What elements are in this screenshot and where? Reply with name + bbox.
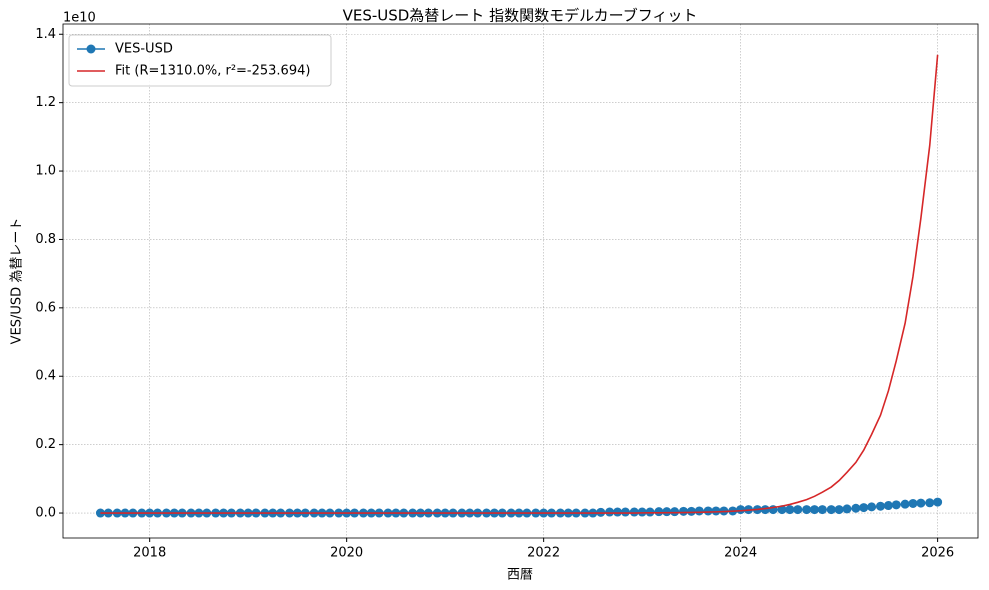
x-tick-label: 2022 [527,546,560,561]
legend-box [68,34,332,87]
legend-marker [86,44,96,54]
legend-label: Fit (R=1310.0%, r²=-253.694) [115,64,310,79]
data-point [851,503,861,513]
data-point [711,506,721,516]
data-point [826,505,836,515]
y-tick-label: 0.4 [35,369,56,384]
x-axis-label: 西暦 [507,568,533,583]
x-tick-label: 2024 [724,546,757,561]
y-tick-label: 1.2 [35,95,56,110]
series-line [100,54,939,514]
data-point [662,507,672,517]
data-point [900,499,910,509]
data-point [842,504,852,514]
data-point [867,502,877,512]
y-tick-label: 0.2 [35,437,56,452]
x-tick-label: 2026 [921,546,954,561]
data-point [793,505,803,515]
data-point [686,506,696,516]
data-point [883,501,893,511]
y-tick-label: 0.0 [35,506,56,521]
data-point [654,507,664,517]
data-point [777,505,787,515]
data-point [933,497,943,507]
data-point [785,505,795,515]
data-point [875,501,885,511]
data-point [925,498,935,508]
plot-frame [62,23,979,539]
y-axis-label: VES/USD 為替レート [9,218,25,345]
data-point [810,505,820,515]
data-point [736,505,746,515]
x-tick-label: 2020 [330,546,363,561]
data-point [694,506,704,516]
data-point [703,506,713,516]
data-point [834,505,844,515]
y-tick-label: 0.8 [35,232,56,247]
y-tick-label: 1.4 [35,27,56,42]
data-point [645,507,655,517]
data-point [760,505,770,515]
data-point [620,507,630,517]
data-point [891,500,901,510]
data-point [629,507,639,517]
y-tick-label: 1.0 [35,164,56,179]
chart-title: VES-USD為替レート 指数関数モデルカーブフィット [343,7,698,25]
data-point [817,505,827,515]
data-point [679,506,689,516]
y-tick-label: 0.6 [35,300,56,315]
data-point [605,507,615,517]
data-point [637,507,647,517]
data-point [613,507,623,517]
data-point [859,503,869,513]
data-point [908,498,918,508]
x-tick-label: 2018 [133,546,166,561]
legend-label: VES-USD [115,42,173,57]
data-point [802,505,812,515]
offset-text: 1e10 [63,11,96,26]
data-point [916,498,926,508]
data-point [670,507,680,517]
